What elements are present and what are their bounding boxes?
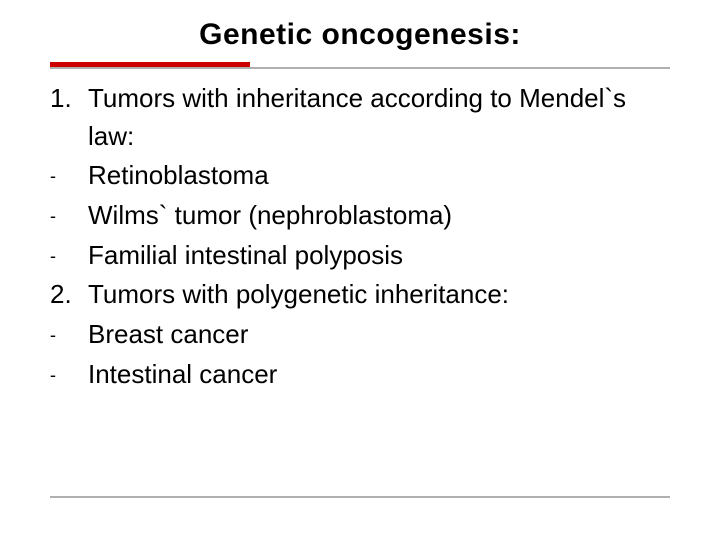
item-marker: 2.: [50, 276, 88, 314]
list-item: - Retinoblastoma: [50, 157, 670, 195]
item-text: Intestinal cancer: [88, 356, 670, 394]
list-item: - Intestinal cancer: [50, 356, 670, 394]
item-text: Wilms` tumor (nephroblastoma): [88, 197, 670, 235]
item-text: Familial intestinal polyposis: [88, 237, 670, 275]
slide-title: Genetic oncogenesis:: [50, 18, 670, 52]
divider-line: [50, 67, 670, 69]
list-item: 2. Tumors with polygenetic inheritance:: [50, 276, 670, 314]
item-marker: -: [50, 316, 88, 354]
title-underline: [50, 62, 670, 72]
footer-divider: [50, 496, 670, 498]
list-item: - Wilms` tumor (nephroblastoma): [50, 197, 670, 235]
item-marker: -: [50, 197, 88, 235]
item-text: Tumors with inheritance according to Men…: [88, 80, 670, 155]
item-marker: -: [50, 237, 88, 275]
item-marker: -: [50, 356, 88, 394]
item-marker: 1.: [50, 80, 88, 155]
list-item: - Breast cancer: [50, 316, 670, 354]
item-marker: -: [50, 157, 88, 195]
item-text: Retinoblastoma: [88, 157, 670, 195]
item-text: Tumors with polygenetic inheritance:: [88, 276, 670, 314]
item-text: Breast cancer: [88, 316, 670, 354]
list-item: - Familial intestinal polyposis: [50, 237, 670, 275]
list-item: 1. Tumors with inheritance according to …: [50, 80, 670, 155]
content-area: 1. Tumors with inheritance according to …: [50, 80, 670, 394]
